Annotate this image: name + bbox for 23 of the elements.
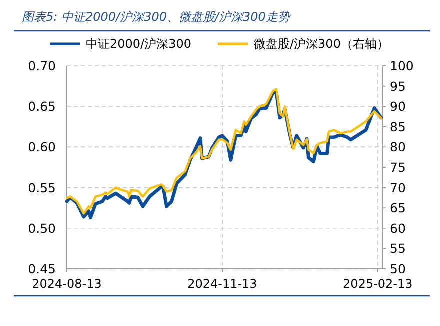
y-tick-label: 0.50	[28, 220, 56, 236]
y2-tick-label: 50	[390, 262, 406, 276]
y2-tick-label: 65	[390, 200, 406, 216]
y2-tick-label: 55	[390, 241, 406, 256]
y2-tick-label: 80	[390, 140, 406, 155]
y-tick-label: 0.70	[28, 58, 56, 74]
y2-tick-label: 90	[390, 99, 406, 114]
x-tick-label: 2025-02-13	[343, 277, 413, 291]
y-tick-label: 0.55	[28, 180, 56, 196]
y2-tick-label: 75	[390, 160, 406, 175]
y2-tick-label: 85	[390, 119, 406, 134]
y2-tick-label: 60	[390, 220, 406, 236]
legend-label: 微盘股/沪深300（右轴）	[254, 37, 389, 51]
chart-title: 图表5: 中证2000/沪深300、微盘股/沪深300走势	[22, 10, 291, 24]
y2-tick-label: 100	[390, 58, 414, 74]
y2-tick-label: 95	[390, 78, 406, 94]
y-tick-label: 0.65	[28, 99, 56, 114]
y2-tick-label: 70	[390, 180, 406, 196]
legend-label: 中证2000/沪深300	[86, 37, 192, 51]
x-tick-label: 2024-08-13	[32, 277, 102, 291]
y-tick-label: 0.45	[28, 262, 56, 276]
y-tick-label: 0.60	[28, 140, 56, 155]
x-tick-label: 2024-11-13	[188, 277, 258, 291]
